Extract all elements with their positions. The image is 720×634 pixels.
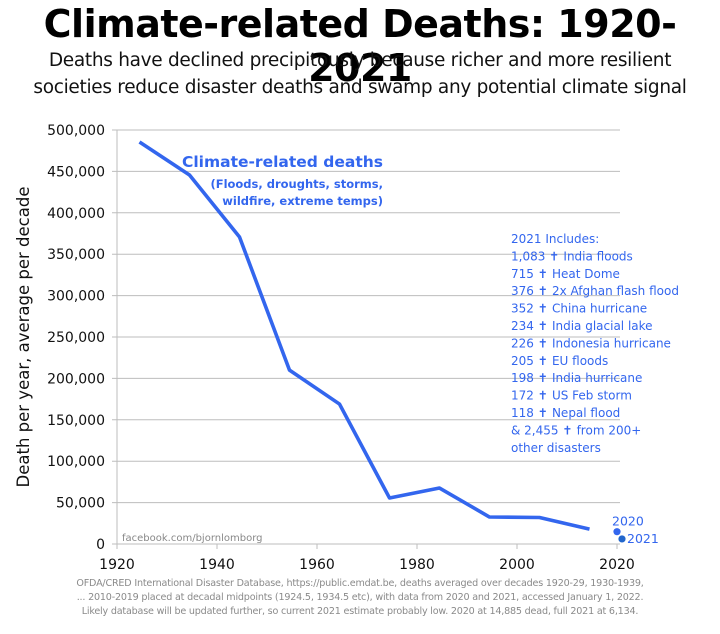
footnote-line2: ... 2010-2019 placed at decadal midpoint… [76,592,644,603]
series-lines [138,140,590,531]
y-tick-label: 0 [96,537,105,553]
dagger-icon: ✝ [538,354,552,368]
data-label-2021: 2021 [627,531,659,546]
data-point-2020 [613,528,621,536]
series-label: Climate-related deaths [182,153,383,171]
dagger-icon: ✝ [538,336,552,350]
dagger-icon: ✝ [538,389,552,403]
footnote-line3: Likely database will be updated further,… [81,606,639,617]
data-point-2021 [618,535,626,543]
x-tick-labels: 1920 1940 1960 1980 2000 2020 [99,557,635,573]
includes-event: Indonesia hurricane [552,336,671,350]
gridlines [112,129,620,504]
y-tick-label: 350,000 [47,247,105,263]
series-line-climate-deaths [138,140,590,531]
includes-other-line1: & 2,455 ✝ from 200+ [511,423,641,437]
includes-count: 352 [511,302,538,316]
data-label-2020: 2020 [612,514,644,529]
y-tick-label: 500,000 [47,123,105,139]
y-tick-label: 200,000 [47,371,105,387]
y-tick-label: 400,000 [47,206,105,222]
includes-item: 172 ✝ US Feb storm [511,389,632,403]
y-tick-label: 150,000 [47,413,105,429]
y-tick-label: 300,000 [47,289,105,305]
includes-count: 376 [511,284,538,298]
includes-item: 226 ✝ Indonesia hurricane [511,336,671,350]
includes-item: 1,083 ✝ India floods [511,249,633,263]
series-sublabel-line1: (Floods, droughts, storms, [210,177,383,191]
dagger-icon: ✝ [538,267,552,281]
dagger-icon: ✝ [549,249,563,263]
dagger-icon: ✝ [538,406,552,420]
series-sublabel-line2: wildfire, extreme temps) [222,194,383,208]
series-points: 2020 2021 [612,514,659,546]
includes-annotation: 2021 Includes: 1,083 ✝ India floods 715 ✝… [511,232,679,455]
includes-count: 715 [511,267,538,281]
chart-subtitle-line1: Deaths have declined precipitously becau… [48,50,672,71]
includes-event: Heat Dome [552,267,620,281]
includes-other-tail: from 200+ [577,423,642,437]
dagger-icon: ✝ [538,302,552,316]
includes-count: 226 [511,336,538,350]
includes-item: 234 ✝ India glacial lake [511,319,653,333]
includes-item: 376 ✝ 2x Afghan flash flood [511,284,679,298]
y-axis-label: Death per year, average per decade [14,187,33,488]
includes-event: India glacial lake [552,319,653,333]
y-tick-label: 450,000 [47,164,105,180]
x-tick-label: 1980 [399,557,435,573]
includes-event: India hurricane [552,371,642,385]
includes-item: 715 ✝ Heat Dome [511,267,620,281]
includes-item: 205 ✝ EU floods [511,354,608,368]
includes-count: 234 [511,319,538,333]
includes-event: EU floods [552,354,608,368]
chart-subtitle-line2: societies reduce disaster deaths and swa… [33,77,687,98]
includes-item: 118 ✝ Nepal flood [511,406,620,420]
y-tick-label: 250,000 [47,330,105,346]
includes-item: 352 ✝ China hurricane [511,302,647,316]
y-tick-label: 50,000 [56,496,105,512]
includes-event: China hurricane [552,302,647,316]
x-tick-label: 1940 [199,557,235,573]
y-tick-label: 100,000 [47,454,105,470]
dagger-icon: ✝ [562,423,576,437]
x-tick-label: 1920 [99,557,135,573]
includes-count: 198 [511,371,538,385]
includes-event: Nepal flood [552,406,620,420]
chart-title: Climate-related Deaths: 1920-2021 [43,2,677,90]
footnote-line1: OFDA/CRED International Disaster Databas… [76,578,644,589]
includes-header: 2021 Includes: [511,232,599,246]
includes-other-line2: other disasters [511,441,601,455]
includes-other-count: & 2,455 [511,423,562,437]
y-tick-labels: 0 50,000 100,000 150,000 200,000 250,000 300,0… [47,123,105,553]
x-tick-label: 2020 [599,557,635,573]
includes-count: 118 [511,406,538,420]
includes-count: 205 [511,354,538,368]
watermark: facebook.com/bjornlomborg [122,533,262,544]
includes-count: 1,083 [511,249,549,263]
includes-count: 172 [511,389,538,403]
dagger-icon: ✝ [538,284,552,298]
x-tick-label: 2000 [499,557,535,573]
includes-event: India floods [563,249,632,263]
dagger-icon: ✝ [538,371,552,385]
includes-event: US Feb storm [552,389,632,403]
axes [112,130,620,549]
includes-item: 198 ✝ India hurricane [511,371,642,385]
includes-event: 2x Afghan flash flood [552,284,679,298]
dagger-icon: ✝ [538,319,552,333]
x-tick-label: 1960 [299,557,335,573]
